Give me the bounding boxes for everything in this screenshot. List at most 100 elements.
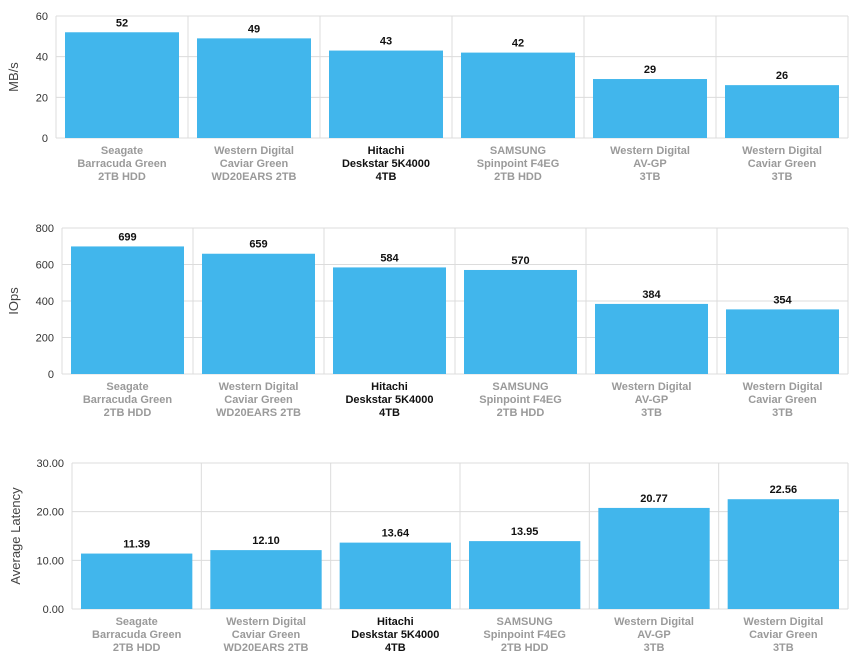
x-tick-label-line: 3TB [644,642,665,654]
data-label: 26 [776,70,788,82]
y-tick-label: 200 [36,333,54,345]
x-tick-label-line: Barracuda Green [92,629,182,641]
x-tick-label-line: Caviar Green [232,629,301,641]
x-tick-label-line: Hitachi [368,145,405,157]
x-tick-label-line: Western Digital [743,616,823,628]
bar [71,246,184,374]
x-tick-label: Western Digital Caviar Green WD20EARS 2TB [224,616,309,654]
x-tick-label-line: AV-GP [637,629,670,641]
x-tick-label-line: Caviar Green [224,394,293,406]
y-axis-label: MB/s [6,62,21,92]
x-tick-label-line: 2TB HDD [104,407,152,419]
x-tick-label-line: Western Digital [219,381,299,393]
x-tick-label-line: Hitachi [377,616,414,628]
x-tick-label-line: Western Digital [612,381,692,393]
x-tick-label-line: 2TB HDD [501,642,549,654]
x-tick-label: Seagate Barracuda Green 2TB HDD [92,616,182,654]
data-label: 12.10 [252,535,280,547]
data-label: 354 [773,294,792,306]
data-label: 29 [644,64,656,76]
x-tick-label-line: Hitachi [371,381,408,393]
x-tick-label-line: 4TB [385,642,406,654]
x-tick-label-line: SAMSUNG [492,381,548,393]
x-tick-label: Western Digital Caviar Green 3TB [742,145,822,183]
x-tick-label-line: SAMSUNG [490,145,546,157]
x-tick-label-line: Western Digital [610,145,690,157]
bar [725,85,839,138]
x-tick-label-line: 2TB HDD [113,642,161,654]
x-tick-label: SAMSUNG Spinpoint F4EG 2TB HDD [477,145,560,183]
data-label: 52 [116,17,128,29]
y-tick-label: 20.00 [36,507,64,519]
bar [329,50,443,138]
data-label: 659 [249,239,267,251]
y-tick-label: 400 [36,296,54,308]
y-tick-label: 0.00 [43,604,64,616]
x-tick-label-line: Seagate [106,381,148,393]
x-tick-label: Hitachi Deskstar 5K4000 4TB [342,145,430,183]
x-tick-label: Hitachi Deskstar 5K4000 4TB [351,616,439,654]
chart-2: 0 200 400 600 800 IOps 699 Seagate Barracuda Gre… [6,223,849,419]
x-tick-label-line: AV-GP [635,394,668,406]
x-tick-label-line: Deskstar 5K4000 [351,629,439,641]
x-tick-label-line: Caviar Green [749,629,818,641]
x-tick-label: Western Digital Caviar Green 3TB [743,381,823,419]
x-tick-label-line: SAMSUNG [497,616,553,628]
x-tick-label-line: WD20EARS 2TB [212,171,297,183]
data-label: 584 [380,252,399,264]
x-tick-label-line: Caviar Green [220,158,289,170]
x-tick-label: SAMSUNG Spinpoint F4EG 2TB HDD [479,381,562,419]
bar [210,550,322,609]
data-label: 570 [511,255,529,267]
x-tick-label-line: Spinpoint F4EG [479,394,562,406]
x-tick-label-line: Caviar Green [748,158,817,170]
y-tick-label: 800 [36,223,54,235]
bar [65,32,179,139]
data-label: 42 [512,38,524,50]
bar [333,267,446,374]
data-label: 20.77 [640,493,668,505]
bar [595,303,708,374]
x-tick-label-line: Spinpoint F4EG [477,158,560,170]
x-tick-label-line: Western Digital [214,145,294,157]
x-tick-label: Seagate Barracuda Green 2TB HDD [77,145,167,183]
x-tick-label: Western Digital AV-GP 3TB [614,616,694,654]
x-tick-label-line: Caviar Green [748,394,817,406]
x-tick-label-line: Western Digital [614,616,694,628]
x-tick-label-line: Western Digital [226,616,306,628]
x-tick-label-line: Barracuda Green [83,394,173,406]
bar [464,269,577,374]
bar [598,507,710,609]
y-tick-label: 60 [36,11,48,23]
x-tick-label-line: Deskstar 5K4000 [345,394,433,406]
x-tick-label-line: 2TB HDD [494,171,542,183]
y-tick-label: 20 [36,92,48,104]
data-label: 43 [380,36,392,48]
x-tick-label: SAMSUNG Spinpoint F4EG 2TB HDD [483,616,566,654]
y-tick-label: 30.00 [36,458,64,470]
chart-3: 0.00 10.00 20.00 30.00 Average Latency 11.39 S… [8,458,849,654]
x-tick-label-line: 4TB [379,407,400,419]
x-tick-label: Western Digital AV-GP 3TB [612,381,692,419]
x-tick-label-line: 2TB HDD [98,171,146,183]
x-tick-label-line: 3TB [773,642,794,654]
x-tick-label-line: Seagate [116,616,158,628]
y-axis-label: IOps [6,287,21,315]
bar [197,38,311,138]
y-axis-label: Average Latency [8,487,23,585]
x-tick-label: Western Digital Caviar Green WD20EARS 2TB [212,145,297,183]
x-tick-label-line: 3TB [772,171,793,183]
x-tick-label-line: Barracuda Green [77,158,167,170]
bar [339,542,451,609]
x-tick-label-line: Western Digital [743,381,823,393]
data-label: 384 [642,289,661,301]
x-tick-label-line: WD20EARS 2TB [224,642,309,654]
x-tick-label-line: 4TB [376,171,397,183]
bar [726,309,839,374]
x-tick-label-line: 3TB [772,407,793,419]
x-tick-label: Seagate Barracuda Green 2TB HDD [83,381,173,419]
y-tick-label: 0 [42,133,48,145]
y-tick-label: 40 [36,52,48,64]
x-tick-label-line: Spinpoint F4EG [483,629,566,641]
